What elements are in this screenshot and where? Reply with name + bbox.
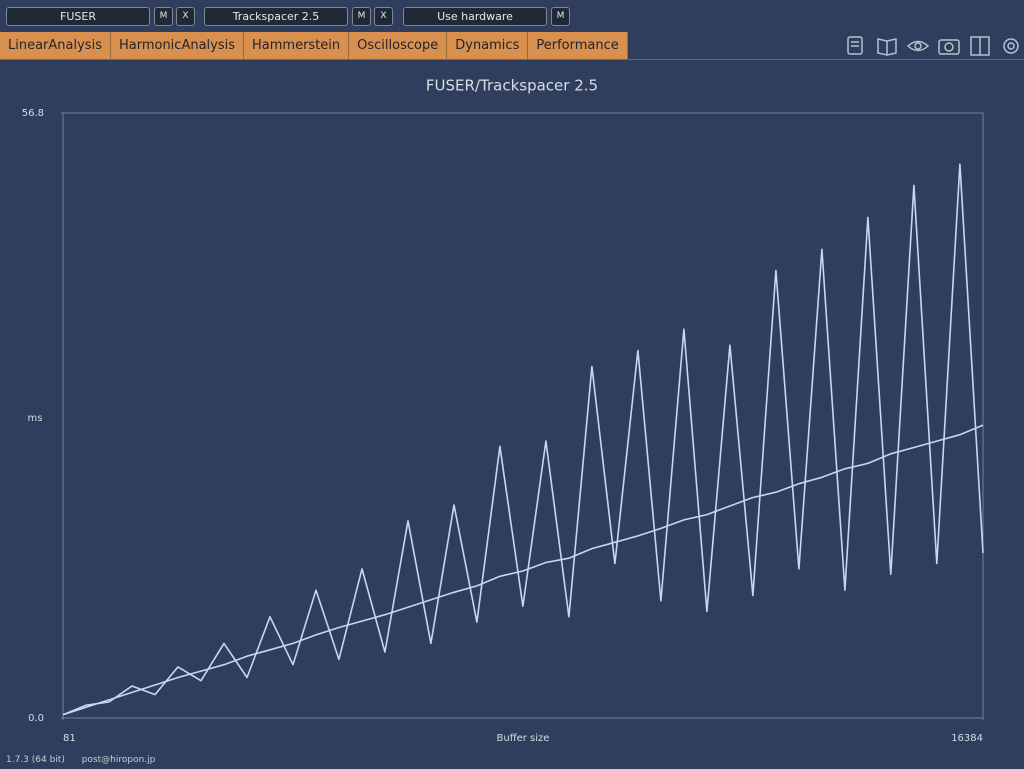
divider	[0, 59, 1024, 60]
tab[interactable]: HarmonicAnalysis	[110, 32, 245, 59]
settings-icon[interactable]	[1003, 38, 1019, 54]
slot-button[interactable]: M	[551, 7, 570, 26]
y-tick-label: 0.0	[28, 713, 44, 724]
slot-label[interactable]: Use hardware	[403, 7, 547, 26]
data-line	[62, 163, 984, 716]
y-tick-label: 56.8	[22, 108, 44, 119]
x-axis-label: Buffer size	[497, 733, 550, 744]
compare-icon[interactable]	[970, 36, 990, 56]
tab[interactable]: LinearAnalysis	[0, 32, 111, 59]
slot-button[interactable]: M	[352, 7, 371, 26]
camera-icon[interactable]	[938, 39, 960, 55]
notes-icon[interactable]	[847, 36, 863, 55]
x-tick-label: 81	[63, 733, 76, 744]
eye-icon[interactable]	[906, 40, 930, 52]
chart: FUSER/Trackspacer 2.5 ms Buffer size 0.0…	[22, 77, 984, 744]
tab[interactable]: Performance	[528, 32, 628, 59]
tab[interactable]: Hammerstein	[244, 32, 350, 59]
slot-button[interactable]: M	[154, 7, 173, 26]
tab[interactable]: Dynamics	[447, 32, 529, 59]
slot-button[interactable]: X	[374, 7, 393, 26]
tab-bar: LinearAnalysis HarmonicAnalysis Hammerstei…	[0, 32, 628, 59]
email: post@hiropon.jp	[81, 755, 156, 765]
plot-frame	[62, 112, 984, 719]
y-axis-label: ms	[28, 413, 43, 424]
footer: 1.7.3 (64 bit) post@hiropon.jp	[6, 755, 155, 765]
slot-button[interactable]: X	[176, 7, 195, 26]
tab[interactable]: Oscilloscope	[349, 32, 448, 59]
version: 1.7.3 (64 bit)	[6, 755, 65, 765]
x-tick-label: 16384	[951, 733, 983, 744]
data-line	[62, 424, 984, 716]
toolbar: FUSER M X Trackspacer 2.5 M X Use hardwa…	[0, 0, 1024, 32]
toolbar-icons	[847, 36, 1019, 56]
slot-label[interactable]: FUSER	[6, 7, 150, 26]
book-icon[interactable]	[877, 38, 897, 56]
chart-title: FUSER/Trackspacer 2.5	[426, 77, 598, 95]
slot-label[interactable]: Trackspacer 2.5	[204, 7, 348, 26]
